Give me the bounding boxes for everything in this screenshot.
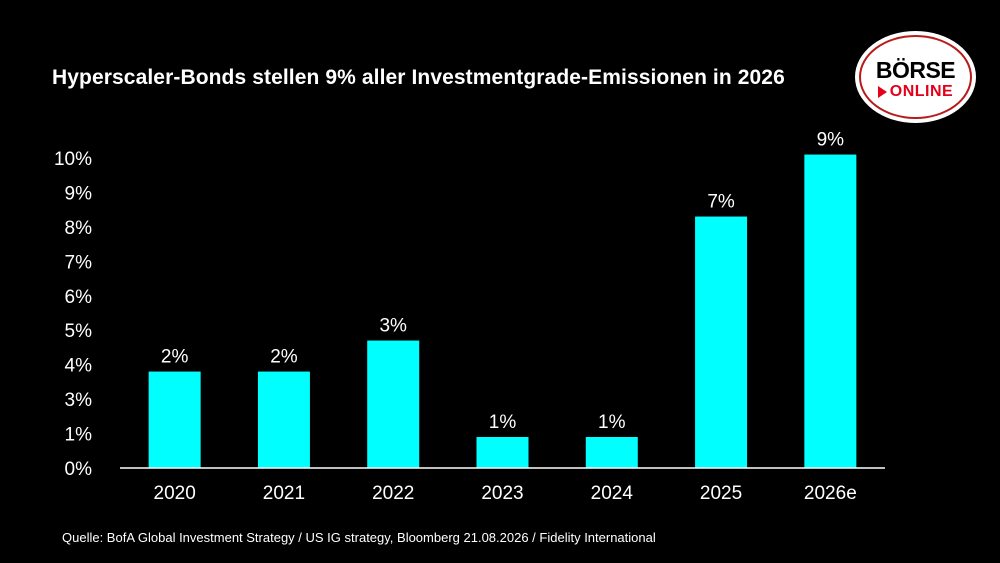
bars [148, 154, 857, 469]
y-tick-label: 10% [54, 149, 92, 170]
data-label-2020: 2% [161, 347, 189, 368]
bar-2020 [148, 371, 201, 468]
data-label-2021: 2% [270, 347, 298, 368]
y-tick-label: 4% [65, 356, 93, 377]
logo-text-bottom: ONLINE [889, 83, 954, 100]
bar-2022 [367, 340, 420, 468]
y-tick-label: 8% [65, 218, 93, 239]
x-tick-label-2025: 2025 [700, 483, 742, 504]
y-tick-label: 7% [65, 252, 93, 273]
logo-ring [859, 35, 972, 119]
logo-text-top: BÖRSE [875, 57, 956, 83]
data-label-2023: 1% [489, 412, 517, 433]
bar-2021 [257, 371, 310, 468]
bar-2026e [804, 154, 857, 469]
x-axis-labels: 2020 2021 2022 2023 2024 2025 2026e [154, 483, 857, 504]
data-label-2026e: 9% [817, 130, 845, 151]
x-tick-label-2026e: 2026e [804, 483, 857, 504]
boerse-online-logo: BÖRSE ONLINE [855, 31, 976, 123]
x-tick-label-2020: 2020 [154, 483, 196, 504]
bar-2023 [476, 437, 529, 468]
y-tick-label: 9% [65, 183, 93, 204]
x-tick-label-2023: 2023 [481, 483, 523, 504]
x-tick-label-2022: 2022 [372, 483, 414, 504]
y-tick-label: 3% [65, 390, 93, 411]
source-note: Quelle: BofA Global Investment Strategy … [62, 530, 656, 545]
play-arrow-icon [877, 86, 887, 98]
y-axis-ticks: 0% 1% 3% 4% 5% 6% 7% 8% 9% 10% [54, 149, 92, 480]
y-tick-label: 1% [65, 425, 93, 446]
bar-2025 [695, 216, 748, 468]
data-label-2025: 7% [707, 192, 735, 213]
x-tick-label-2024: 2024 [591, 483, 634, 504]
y-tick-label: 6% [65, 287, 93, 308]
chart-title: Hyperscaler-Bonds stellen 9% aller Inves… [52, 66, 785, 89]
logo-bottom-row: ONLINE [855, 84, 976, 100]
x-tick-label-2021: 2021 [263, 483, 305, 504]
data-labels: 2% 2% 3% 1% 1% 7% 9% [161, 130, 844, 433]
y-tick-label: 5% [65, 321, 93, 342]
bar-2024 [585, 437, 638, 468]
data-label-2022: 3% [379, 316, 407, 337]
data-label-2024: 1% [598, 412, 626, 433]
y-tick-label: 0% [65, 459, 93, 480]
